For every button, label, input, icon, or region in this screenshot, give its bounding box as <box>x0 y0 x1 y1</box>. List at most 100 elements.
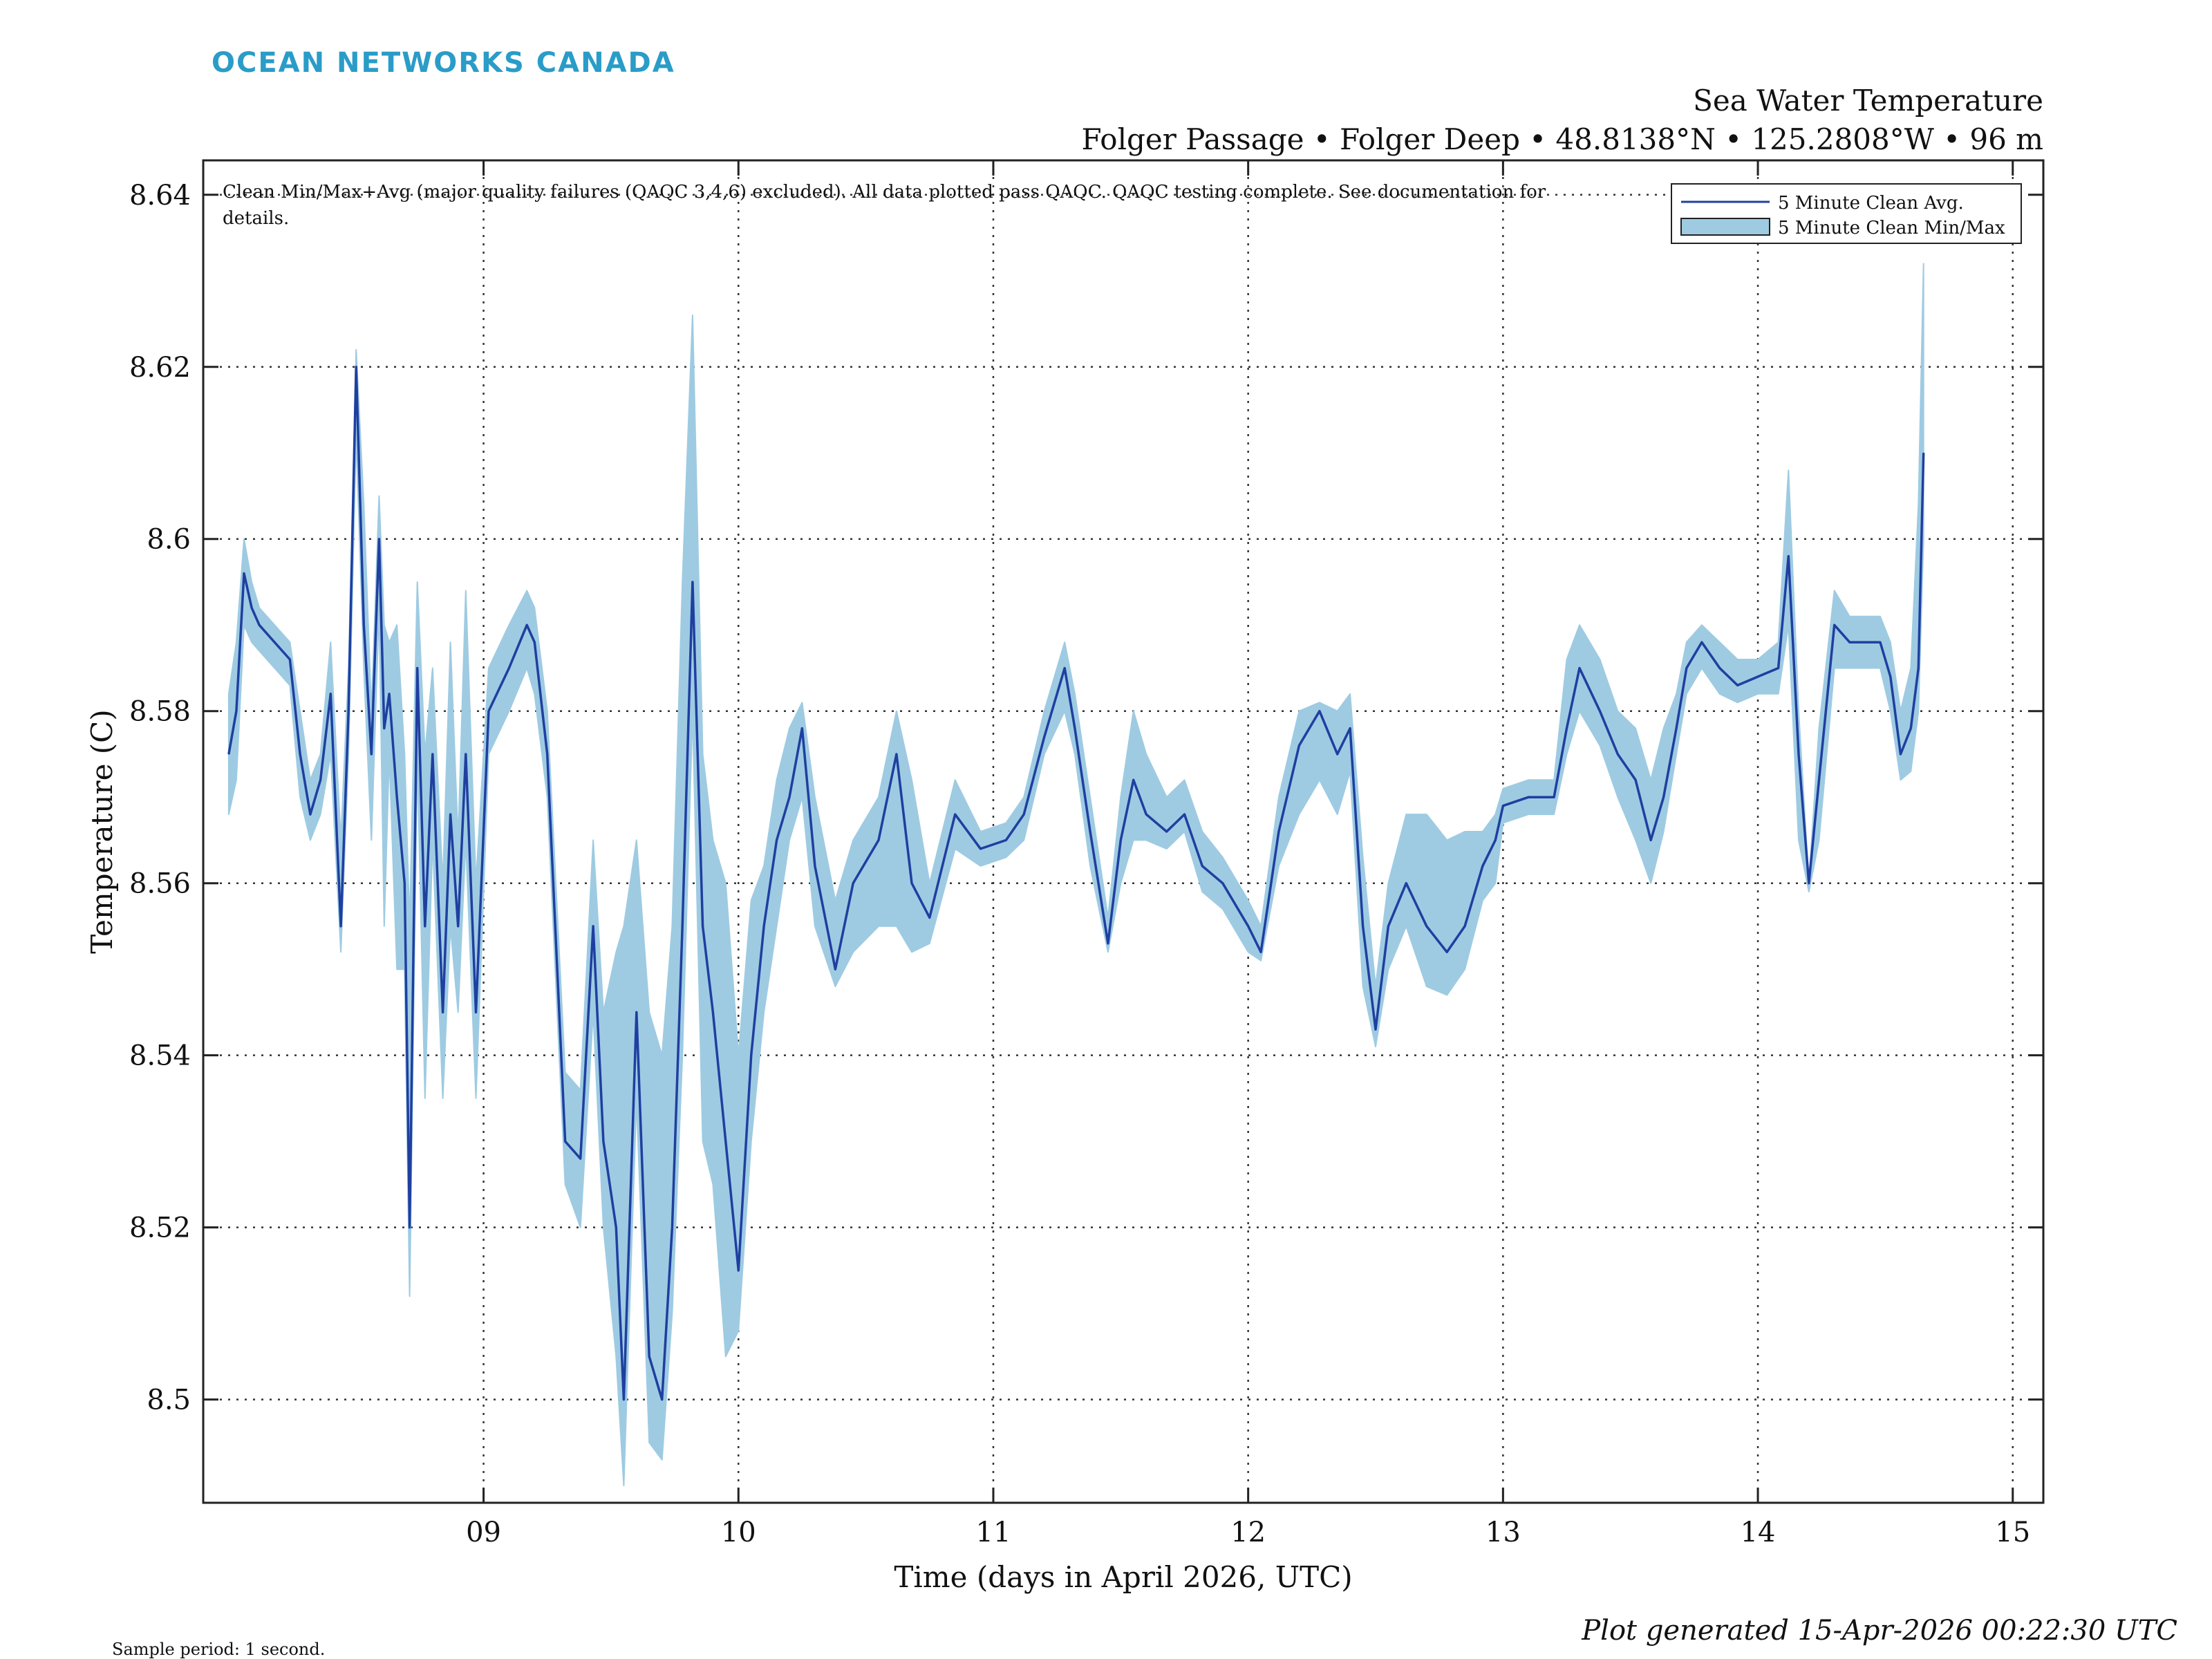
avg-point <box>546 753 548 755</box>
avg-point <box>251 607 252 609</box>
avg-point <box>682 926 683 927</box>
x-tick-label: 13 <box>1485 1517 1521 1548</box>
chart-subtitle: Folger Passage • Folger Deep • 48.8138°N… <box>1081 122 2043 156</box>
avg-point <box>1446 951 1447 953</box>
avg-point <box>1849 641 1850 643</box>
avg-point <box>615 1226 617 1228</box>
x-tick-label: 09 <box>466 1517 501 1548</box>
avg-point <box>228 753 229 755</box>
avg-point <box>1864 641 1866 643</box>
avg-point <box>236 710 237 712</box>
avg-point <box>1298 744 1300 747</box>
avg-point <box>1650 839 1651 841</box>
avg-point <box>1319 710 1320 712</box>
avg-point <box>1890 676 1891 677</box>
avg-point <box>1662 796 1665 798</box>
avg-point <box>1922 452 1924 454</box>
x-tick-label: 12 <box>1230 1517 1266 1548</box>
avg-point <box>274 641 276 643</box>
avg-point <box>1808 882 1810 884</box>
avg-point <box>980 848 982 850</box>
avg-point <box>1553 796 1555 798</box>
avg-point <box>289 659 291 660</box>
avg-point <box>1880 641 1881 643</box>
avg-point <box>1910 727 1912 729</box>
qaqc-note-line2: details. <box>223 208 289 229</box>
avg-point <box>1405 882 1407 884</box>
avg-point <box>1107 943 1109 944</box>
avg-point <box>388 693 390 695</box>
avg-point <box>750 1054 752 1056</box>
x-axis-label: Time (days in April 2026, UTC) <box>894 1560 1352 1594</box>
avg-point <box>954 814 956 815</box>
avg-point <box>1064 667 1065 669</box>
y-tick-label: 8.6 <box>147 524 191 556</box>
avg-point <box>243 572 245 574</box>
avg-point <box>692 581 693 583</box>
avg-point <box>1566 727 1568 729</box>
avg-point <box>442 1011 444 1013</box>
avg-point <box>1005 839 1007 841</box>
axis-ticks: 09 10 11 12 13 14 15 8.5 8.52 8.54 8.56 8.58 8.6 8.62… <box>129 160 2043 1548</box>
avg-point <box>1183 814 1185 815</box>
avg-point <box>1833 624 1835 626</box>
x-tick-label: 14 <box>1741 1517 1776 1548</box>
avg-point <box>1464 926 1465 927</box>
avg-point <box>592 926 594 927</box>
avg-point <box>603 1141 604 1142</box>
avg-point <box>465 753 467 755</box>
avg-point <box>1349 727 1351 729</box>
avg-point <box>1375 1029 1376 1031</box>
avg-point <box>1528 796 1529 798</box>
y-tick-label: 8.56 <box>129 868 191 900</box>
avg-point <box>1777 667 1779 669</box>
avg-point <box>789 796 790 798</box>
avg-point <box>404 882 406 884</box>
y-tick-label: 8.5 <box>147 1385 191 1416</box>
avg-point <box>1701 641 1703 643</box>
avg-point <box>896 753 897 755</box>
avg-point <box>508 667 510 669</box>
avg-point <box>378 538 380 540</box>
avg-point <box>1579 667 1580 669</box>
avg-point <box>299 753 301 755</box>
avg-point <box>929 917 930 919</box>
avg-point <box>1502 805 1504 807</box>
avg-point <box>1201 865 1203 867</box>
avg-point <box>363 624 365 626</box>
minmax-band <box>227 263 1924 1487</box>
avg-point <box>396 796 397 798</box>
avg-point <box>355 366 357 368</box>
avg-point <box>1635 779 1636 781</box>
avg-point <box>424 926 426 927</box>
avg-point <box>449 814 451 815</box>
sample-period-note: Sample period: 1 second. <box>112 1640 325 1659</box>
avg-point <box>1918 667 1920 669</box>
avg-point <box>763 926 765 927</box>
avg-point <box>564 1141 566 1142</box>
avg-point <box>834 968 836 970</box>
avg-point <box>911 882 912 884</box>
avg-point <box>712 1011 714 1013</box>
avg-point <box>1676 727 1677 729</box>
avg-point <box>457 926 459 927</box>
avg-point <box>1362 926 1364 927</box>
avg-point <box>1145 814 1147 815</box>
avg-point <box>409 1226 411 1228</box>
avg-point <box>1494 839 1497 841</box>
avg-point <box>648 1356 650 1358</box>
y-tick-label: 8.52 <box>129 1212 191 1244</box>
avg-point <box>371 753 373 755</box>
avg-point <box>416 667 418 669</box>
avg-point <box>852 882 854 884</box>
x-tick-label: 10 <box>721 1517 756 1548</box>
legend-minmax-swatch <box>1680 218 1770 236</box>
avg-point <box>623 1398 625 1400</box>
avg-point <box>1247 926 1249 927</box>
avg-point <box>1818 779 1820 781</box>
avg-point <box>1278 831 1280 832</box>
avg-point <box>1120 839 1122 841</box>
avg-point <box>1043 736 1045 738</box>
y-axis-label: Temperature (C) <box>85 709 119 953</box>
